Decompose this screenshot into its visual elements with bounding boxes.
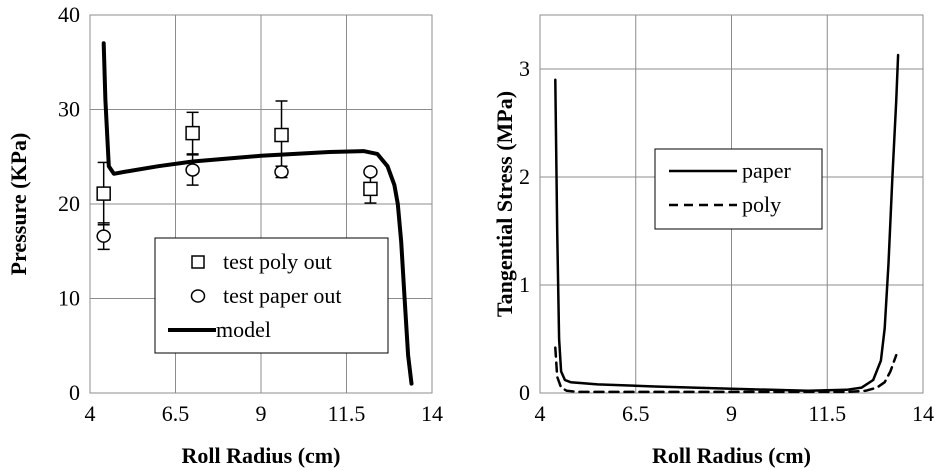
x-tick-label: 4 — [535, 401, 546, 426]
x-tick-label: 4 — [85, 401, 96, 426]
data-point-circle — [363, 165, 378, 179]
data-point-circle — [185, 163, 200, 177]
y-tick-label: 20 — [58, 191, 80, 216]
y-tick-label: 10 — [58, 286, 80, 311]
x-tick-label: 6.5 — [162, 401, 190, 426]
x-tick-label: 14 — [912, 401, 934, 426]
tangential-stress-chart: 4 6.5 9 11.5 14 0 1 2 3 Roll Radius (cm) Tangentia… — [492, 14, 934, 468]
x-tick-label: 6.5 — [622, 401, 650, 426]
y-tick-label: 0 — [69, 380, 80, 405]
legend-square-marker — [191, 255, 205, 269]
y-tick-label: 30 — [58, 97, 80, 122]
model-line — [101, 41, 414, 386]
data-point-square — [274, 127, 289, 143]
legend-label: paper — [742, 158, 792, 183]
y-tick-label: 40 — [58, 2, 80, 27]
legend-label: poly — [742, 192, 781, 217]
x-tick-label: 14 — [421, 401, 443, 426]
data-point-square — [185, 125, 200, 141]
plot-frame — [89, 14, 433, 394]
y-axis-title: Tangential Stress (MPa) — [492, 91, 517, 317]
y-tick-label: 1 — [519, 272, 530, 297]
y-tick-label: 3 — [519, 56, 530, 81]
data-point-square — [96, 186, 111, 201]
y-tick-label: 2 — [519, 164, 530, 189]
y-axis-title: Pressure (KPa) — [6, 133, 31, 276]
legend-label: model — [216, 317, 271, 342]
legend-circle-marker — [190, 289, 206, 303]
pressure-chart: 4 6.5 9 11.5 14 0 10 20 30 40 Roll Radius (cm) Pres… — [6, 2, 443, 468]
x-tick-label: 11.5 — [808, 401, 846, 426]
legend-label: test paper out — [223, 283, 342, 308]
x-axis-title: Roll Radius (cm) — [182, 443, 341, 468]
data-point-circle — [96, 229, 111, 243]
poly-line — [554, 346, 898, 394]
x-axis-title: Roll Radius (cm) — [652, 443, 811, 468]
x-tick-label: 9 — [256, 401, 267, 426]
data-point-circle — [274, 165, 289, 179]
x-tick-label: 9 — [726, 401, 737, 426]
data-point-square — [363, 181, 378, 197]
y-tick-label: 0 — [519, 380, 530, 405]
legend-box — [654, 148, 823, 230]
legend-label: test poly out — [223, 249, 332, 274]
x-tick-label: 11.5 — [328, 401, 366, 426]
